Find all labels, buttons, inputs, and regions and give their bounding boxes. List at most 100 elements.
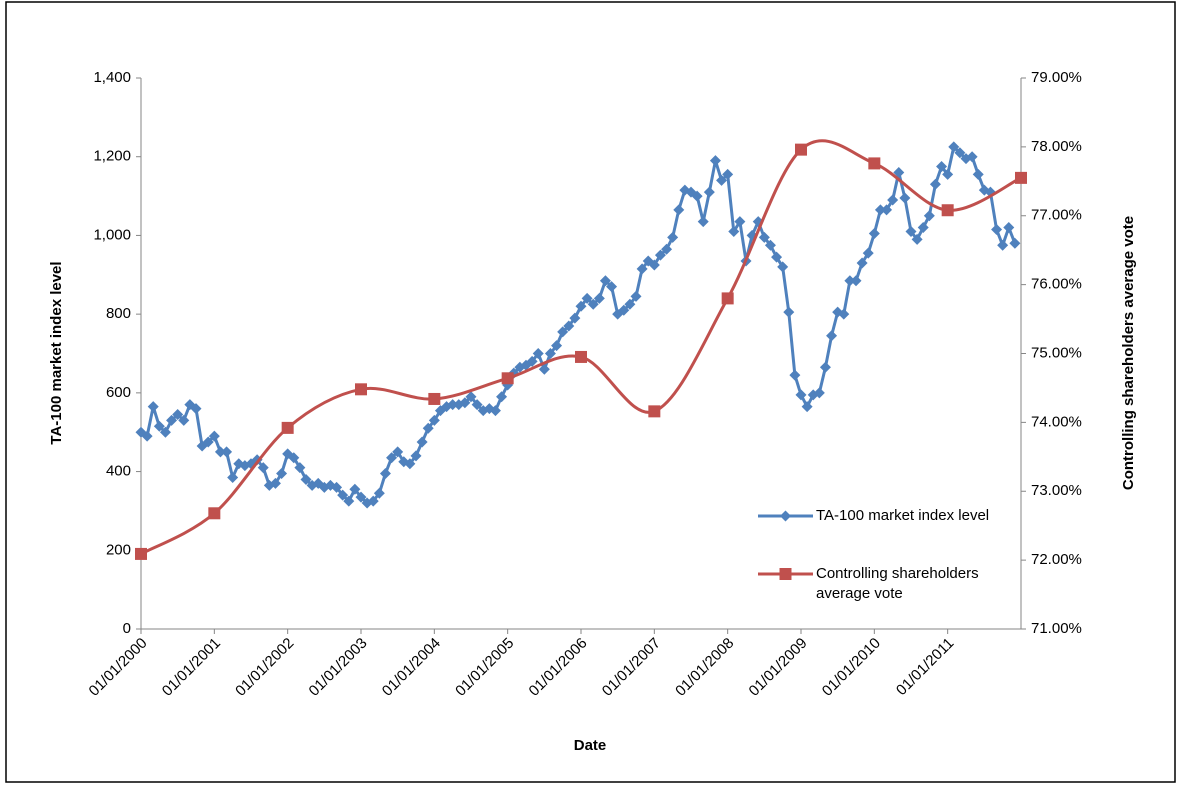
data-point — [850, 275, 862, 287]
data-point — [917, 222, 929, 234]
data-point — [471, 399, 483, 411]
data-point — [496, 391, 508, 403]
data-point — [159, 426, 171, 438]
data-point — [532, 348, 544, 359]
data-point — [269, 477, 281, 489]
data-point — [294, 462, 306, 474]
data-point — [636, 263, 648, 275]
data-point — [758, 231, 770, 243]
data-point — [1003, 222, 1015, 234]
data-point — [355, 491, 367, 503]
data-point — [208, 430, 220, 442]
data-point — [673, 204, 685, 216]
data-point — [343, 495, 355, 507]
data-point — [373, 487, 385, 499]
data-point — [826, 330, 838, 342]
data-point — [624, 298, 636, 310]
data-point — [544, 348, 556, 359]
data-point — [392, 446, 404, 458]
y-tick-label: 0 — [123, 620, 131, 637]
data-point — [379, 468, 391, 480]
data-point — [795, 389, 807, 401]
data-point — [703, 186, 715, 198]
data-point — [569, 312, 581, 324]
data-point — [349, 483, 361, 495]
data-point — [991, 224, 1003, 236]
data-point — [135, 547, 147, 560]
data-point — [654, 249, 666, 261]
data-point — [606, 281, 618, 293]
data-point — [728, 225, 740, 237]
data-point — [923, 210, 935, 222]
data-point — [862, 247, 874, 259]
data-point — [178, 414, 190, 426]
chart-frame — [5, 1, 1176, 783]
y2-tick-label: 77.00% — [1031, 207, 1082, 224]
data-point — [667, 231, 679, 243]
data-point — [337, 489, 349, 501]
y-tick-label: 400 — [106, 463, 131, 480]
y-tick-label: 800 — [106, 305, 131, 322]
data-point — [777, 261, 789, 273]
data-point — [208, 507, 221, 520]
data-point — [563, 320, 575, 332]
data-point — [795, 143, 807, 156]
data-point — [447, 399, 459, 411]
data-point — [428, 392, 441, 405]
data-point — [526, 355, 538, 367]
data-point — [709, 155, 721, 167]
data-point — [874, 204, 886, 216]
data-point — [416, 436, 428, 448]
data-point — [997, 239, 1009, 251]
data-point — [697, 216, 709, 228]
data-point — [838, 308, 850, 320]
data-point — [465, 391, 477, 403]
y-tick-label: 1,400 — [93, 69, 131, 86]
data-point — [972, 168, 984, 180]
data-point — [581, 292, 593, 304]
data-point — [783, 306, 795, 318]
y2-tick-label: 71.00% — [1031, 620, 1082, 637]
data-point — [331, 481, 343, 493]
data-point — [166, 414, 178, 426]
legend-marker — [779, 568, 792, 580]
data-point — [575, 300, 587, 312]
data-point — [942, 168, 954, 180]
data-point — [936, 161, 948, 173]
y-tick-label: 1,000 — [93, 226, 131, 243]
data-point — [404, 458, 416, 470]
data-point — [911, 233, 923, 245]
data-point — [881, 204, 893, 216]
data-point — [190, 403, 202, 415]
y2-tick-label: 74.00% — [1031, 413, 1082, 430]
y2-tick-label: 78.00% — [1031, 138, 1082, 155]
y-tick-label: 200 — [106, 541, 131, 558]
data-point — [386, 452, 398, 464]
data-point — [410, 450, 422, 462]
data-point — [593, 292, 605, 304]
data-point — [281, 421, 294, 434]
legend-label: Controlling shareholders average vote — [816, 565, 979, 602]
data-point — [575, 350, 587, 363]
data-point — [691, 190, 703, 202]
data-point — [257, 462, 269, 474]
data-point — [819, 361, 831, 373]
data-point — [648, 259, 660, 271]
data-point — [276, 468, 288, 480]
data-point — [966, 151, 978, 163]
data-point — [288, 452, 300, 464]
data-point — [948, 141, 960, 153]
data-point — [764, 239, 776, 251]
data-point — [141, 430, 153, 442]
data-point — [856, 257, 868, 269]
data-point — [459, 397, 471, 409]
data-point — [813, 387, 825, 399]
data-point — [905, 225, 917, 237]
data-point — [630, 290, 642, 302]
y2-tick-label: 73.00% — [1031, 482, 1082, 499]
data-point — [489, 405, 501, 417]
data-point — [1015, 171, 1027, 184]
legend-entry: Controlling shareholders average vote — [816, 565, 979, 602]
y2-tick-label: 79.00% — [1031, 69, 1082, 86]
